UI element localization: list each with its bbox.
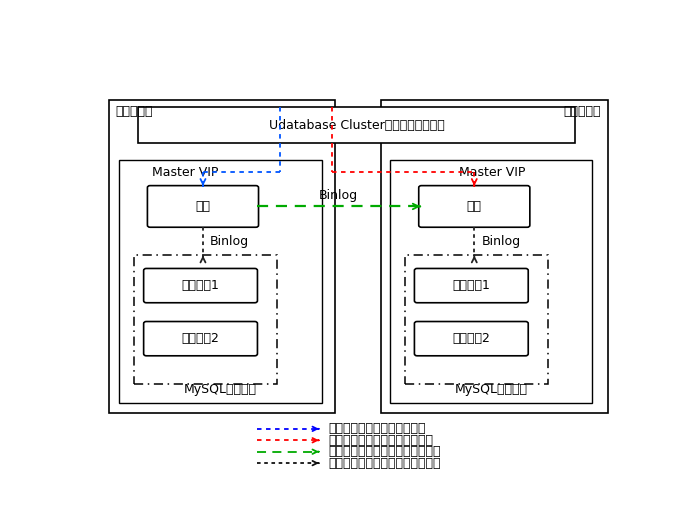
Text: 只读从库1: 只读从库1: [182, 279, 219, 292]
FancyBboxPatch shape: [148, 186, 258, 227]
Text: 韩国新机房: 韩国新机房: [564, 105, 601, 118]
Text: Binlog: Binlog: [482, 235, 521, 248]
Bar: [109, 100, 335, 412]
Text: Master VIP: Master VIP: [152, 166, 218, 179]
FancyBboxPatch shape: [414, 269, 528, 303]
Text: 主库: 主库: [467, 200, 482, 213]
Bar: [390, 160, 592, 403]
Text: 黑色虚线表示同机房数据同步路径: 黑色虚线表示同机房数据同步路径: [329, 457, 441, 470]
Text: MySQL集群简图: MySQL集群简图: [454, 383, 528, 396]
Text: Binlog: Binlog: [210, 235, 249, 248]
Text: 蓝色虚线表示当前的请求路径: 蓝色虚线表示当前的请求路径: [329, 422, 426, 435]
Bar: [120, 160, 322, 403]
Text: 只读从库2: 只读从库2: [182, 332, 219, 345]
FancyBboxPatch shape: [143, 322, 258, 356]
Bar: [404, 255, 548, 384]
Text: 主库: 主库: [196, 200, 210, 213]
Text: 红色虚线表示切换后的请求路径: 红色虚线表示切换后的请求路径: [329, 434, 434, 447]
Bar: [381, 100, 608, 412]
Text: 只读从库1: 只读从库1: [452, 279, 490, 292]
Text: Binlog: Binlog: [319, 189, 358, 201]
Text: Master VIP: Master VIP: [459, 166, 525, 179]
FancyBboxPatch shape: [419, 186, 530, 227]
FancyBboxPatch shape: [414, 322, 528, 356]
Text: Udatabase Cluster（数据库中间层）: Udatabase Cluster（数据库中间层）: [269, 119, 445, 132]
Text: MySQL集群简图: MySQL集群简图: [184, 383, 257, 396]
Bar: [139, 107, 575, 143]
Text: 只读从库2: 只读从库2: [452, 332, 490, 345]
Text: 韩国老机房: 韩国老机房: [115, 105, 152, 118]
Bar: [134, 255, 277, 384]
FancyBboxPatch shape: [143, 269, 258, 303]
Text: 绻色虚线表示跨机房数据同步路径: 绻色虚线表示跨机房数据同步路径: [329, 445, 441, 458]
